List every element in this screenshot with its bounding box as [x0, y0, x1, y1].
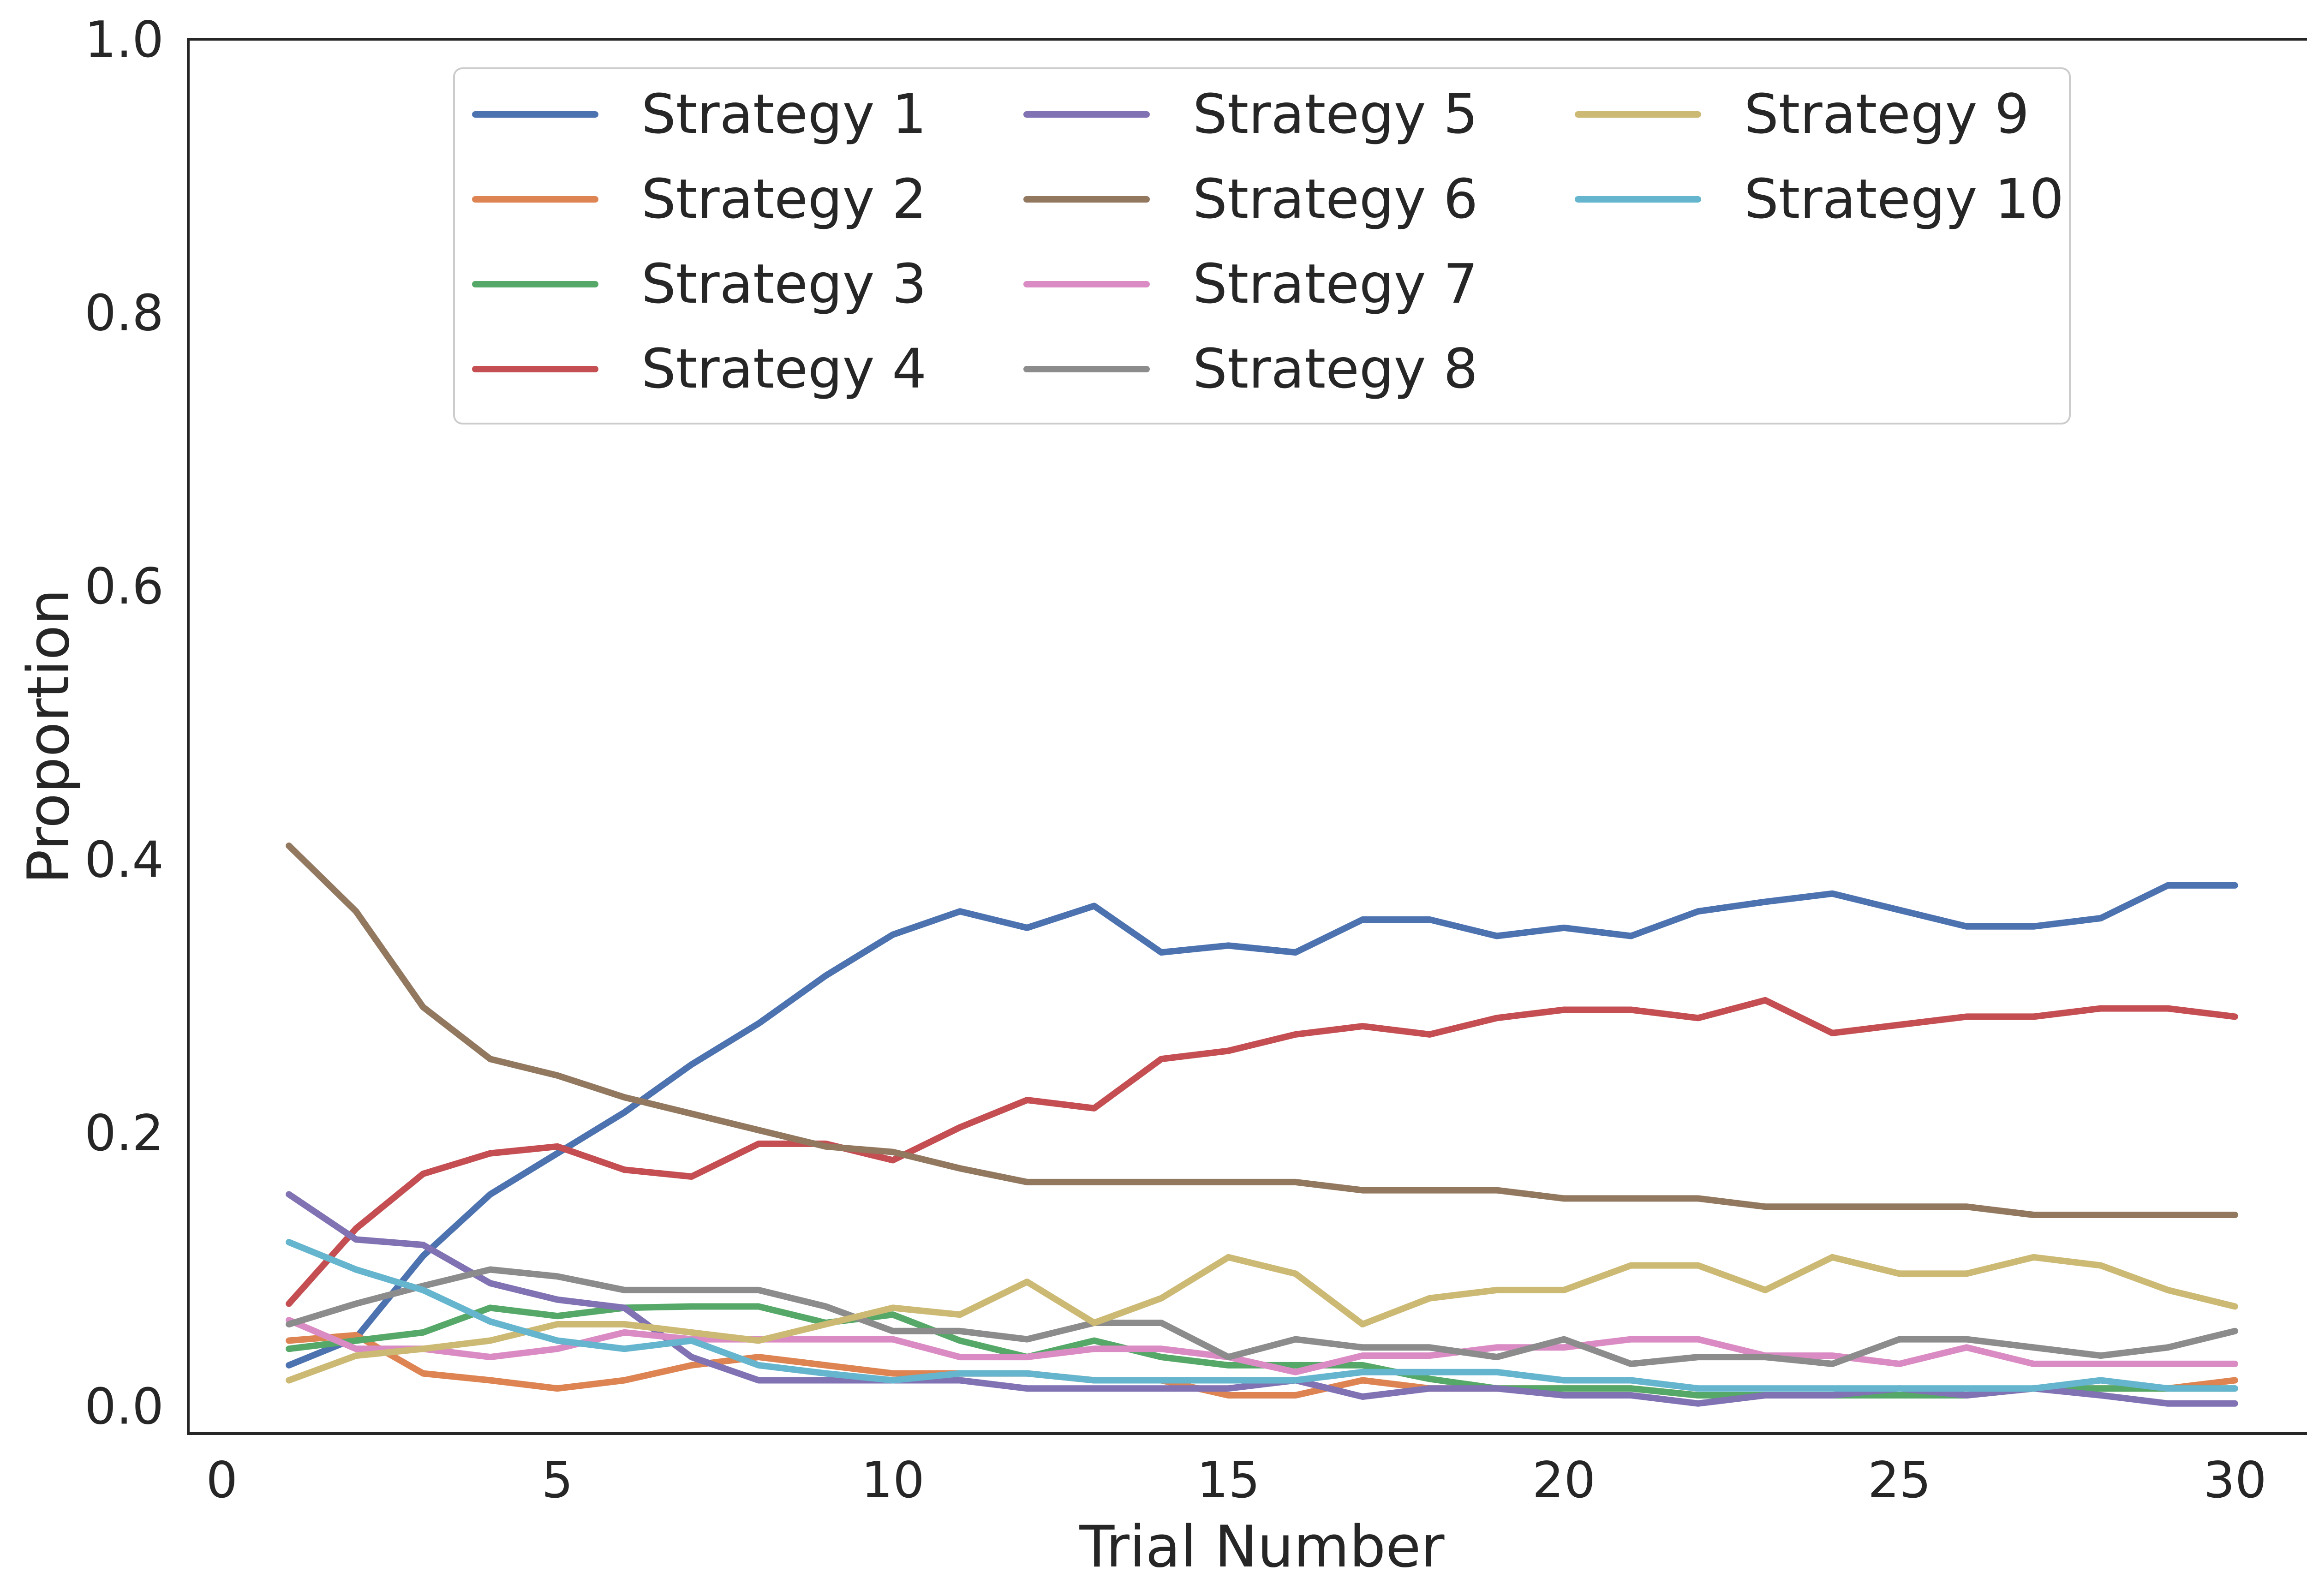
legend-label-strategy-7: Strategy 7 — [1193, 252, 1478, 316]
legend-items: Strategy 1 Strategy 2 Strategy 3 Strategy 4… — [472, 82, 2064, 400]
legend-label-strategy-4: Strategy 4 — [641, 337, 926, 400]
x-tick-label: 20 — [1532, 1452, 1596, 1509]
y-tick-label: 0.6 — [84, 558, 164, 616]
y-tick-label: 0.0 — [84, 1378, 164, 1436]
legend-label-strategy-6: Strategy 6 — [1193, 167, 1478, 231]
legend-label-strategy-8: Strategy 8 — [1193, 337, 1478, 400]
x-tick-labels: 0 5 10 15 20 25 30 — [206, 1452, 2266, 1509]
x-tick-label: 10 — [861, 1452, 924, 1509]
series-layer — [286, 843, 2238, 1407]
plot-frame — [187, 38, 2307, 1435]
series-line-strategy-7 — [286, 1317, 2238, 1375]
x-tick-label: 0 — [206, 1452, 238, 1509]
y-tick-label: 1.0 — [84, 11, 164, 69]
legend-label-strategy-9: Strategy 9 — [1744, 82, 2029, 146]
x-axis-label: Trial Number — [1079, 1514, 1445, 1580]
series-line-strategy-10 — [286, 1239, 2238, 1392]
series-line-strategy-8 — [286, 1266, 2238, 1367]
y-tick-label: 0.4 — [84, 831, 164, 889]
y-tick-label: 0.8 — [84, 285, 164, 342]
legend-label-strategy-1: Strategy 1 — [641, 82, 926, 146]
legend: Strategy 1 Strategy 2 Strategy 3 Strategy 4… — [453, 67, 2071, 424]
series-line-strategy-4 — [286, 997, 2238, 1307]
x-tick-label: 15 — [1197, 1452, 1260, 1509]
legend-label-strategy-5: Strategy 5 — [1193, 82, 1478, 146]
legend-label-strategy-10: Strategy 10 — [1744, 167, 2064, 231]
legend-box — [453, 67, 2071, 424]
series-line-strategy-1 — [286, 882, 2238, 1369]
legend-label-strategy-2: Strategy 2 — [641, 167, 926, 231]
series-line-strategy-9 — [286, 1254, 2238, 1384]
legend-label-strategy-3: Strategy 3 — [641, 252, 926, 316]
x-tick-label: 30 — [2203, 1452, 2266, 1509]
x-tick-label: 5 — [542, 1452, 574, 1509]
y-axis-label: Proportion — [16, 589, 82, 884]
series-line-strategy-6 — [286, 843, 2238, 1218]
y-tick-labels: 0.0 0.2 0.4 0.6 0.8 1.0 — [84, 11, 164, 1436]
x-tick-label: 25 — [1868, 1452, 1931, 1509]
y-tick-label: 0.2 — [84, 1105, 164, 1162]
